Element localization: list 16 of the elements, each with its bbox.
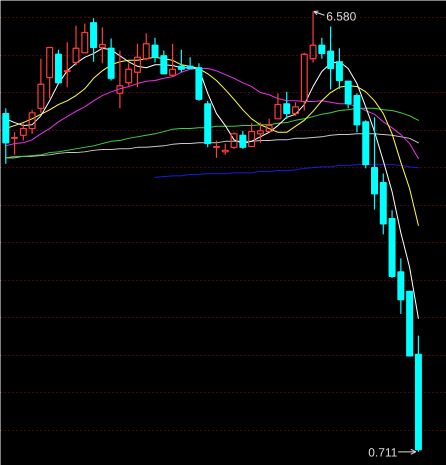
- candlestick: [222, 142, 229, 156]
- candlestick: [46, 46, 54, 100]
- candlestick: [125, 62, 132, 86]
- candlestick: [2, 108, 10, 164]
- candlestick: [274, 92, 282, 120]
- annotation: 6.580: [326, 10, 357, 24]
- candlestick: [344, 80, 352, 109]
- candlestick: [160, 50, 168, 74]
- candlestick: [81, 22, 88, 54]
- candlestick: [283, 91, 290, 120]
- candlestick: [116, 50, 124, 109]
- candlestick: [20, 122, 27, 142]
- annotation: 0.711: [368, 445, 398, 460]
- candlestick: [98, 26, 106, 64]
- candlestick: [371, 116, 378, 210]
- candlestick: [64, 42, 71, 88]
